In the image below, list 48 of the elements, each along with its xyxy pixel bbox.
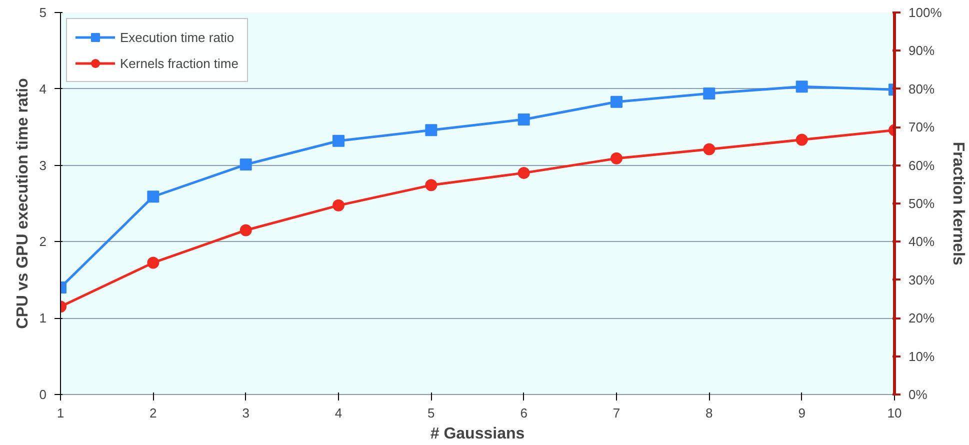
x-tick-label: 9 — [798, 406, 806, 420]
y2-tick-label: 50% — [908, 196, 935, 211]
point — [332, 199, 344, 212]
y2-tick-label: 60% — [908, 158, 935, 173]
x-tick-label: 4 — [334, 406, 342, 420]
y-tick-label: 3 — [39, 158, 47, 173]
legend-label: Execution time ratio — [120, 30, 234, 44]
y-tick-label: 0 — [39, 387, 47, 402]
legend-label: Kernels fraction time — [120, 56, 238, 70]
y-tick-label: 2 — [39, 234, 47, 250]
y2-tick-label: 0% — [908, 387, 928, 402]
point — [425, 179, 438, 192]
y2-tick-label: 40% — [908, 234, 935, 250]
y2-tick-label: 20% — [908, 310, 935, 326]
y2-tick-label: 70% — [908, 120, 935, 135]
point — [147, 190, 160, 203]
y-tick-label: 1 — [39, 310, 47, 326]
point — [240, 158, 252, 171]
point — [147, 256, 160, 269]
x-tick-label: 5 — [428, 406, 435, 420]
y2-tick-label: 30% — [908, 272, 935, 288]
x-tick-label: 7 — [612, 406, 620, 420]
point — [518, 166, 530, 179]
x-tick-label: 2 — [150, 406, 157, 420]
y-tick-label: 5 — [39, 5, 47, 20]
y2-tick-label: 10% — [908, 348, 935, 364]
x-tick-label: 8 — [706, 406, 713, 420]
point — [703, 143, 716, 156]
x-axis-title: # Gaussians — [430, 426, 525, 442]
point — [796, 134, 808, 146]
x-tick-label: 10 — [887, 406, 902, 420]
point — [518, 113, 530, 126]
point — [332, 134, 344, 147]
x-tick-label: 1 — [56, 406, 64, 420]
point — [796, 80, 808, 93]
x-tick-label: 3 — [242, 406, 250, 420]
y-tick-label: 4 — [39, 81, 47, 96]
point — [425, 124, 438, 136]
y2-tick-label: 100% — [908, 5, 942, 20]
point — [240, 224, 252, 236]
y-axis-title: CPU vs GPU execution time ratio — [14, 78, 32, 329]
point — [610, 152, 622, 164]
y2-axis-title: Fraction kernels — [950, 142, 967, 266]
point — [610, 96, 622, 108]
y2-tick-label: 80% — [908, 81, 935, 96]
y2-tick-label: 90% — [908, 43, 935, 58]
point — [703, 87, 716, 100]
x-tick-label: 6 — [520, 406, 528, 420]
